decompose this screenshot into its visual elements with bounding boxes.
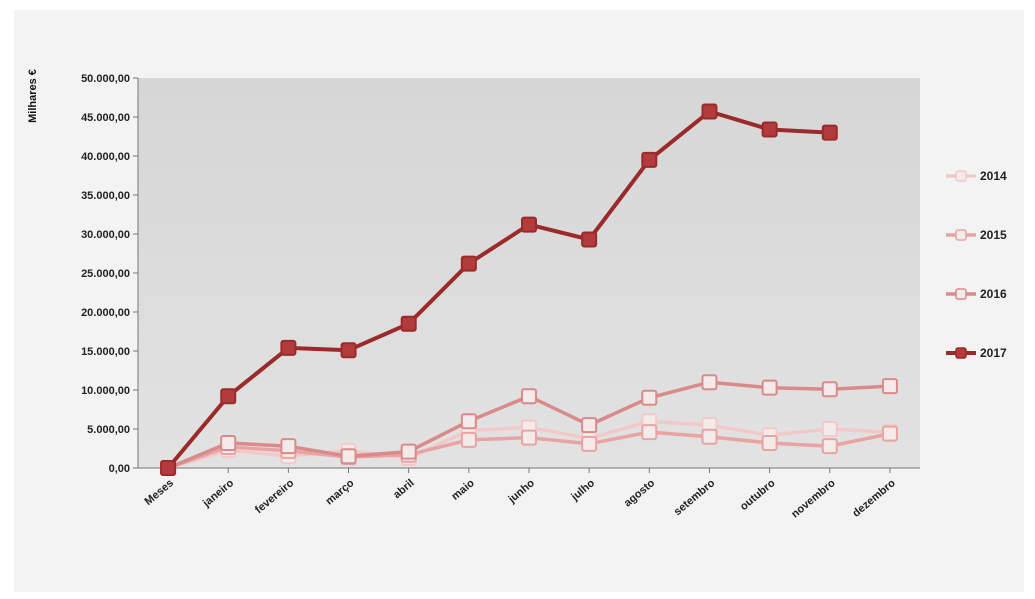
data-point-marker: [701, 428, 718, 445]
data-point-marker: [821, 438, 838, 455]
y-tick-label: 50.000,00: [81, 73, 130, 85]
data-point-marker: [821, 421, 838, 437]
data-point-marker: [340, 448, 357, 465]
legend-item-2015: 2015: [946, 228, 1007, 242]
x-tick-label: outubro: [738, 477, 778, 513]
data-point-marker: [400, 443, 417, 460]
series-layer: [160, 103, 898, 476]
data-point-marker: [641, 389, 658, 406]
x-tick-label: Meses: [143, 477, 176, 508]
legend-label: 2014: [980, 169, 1007, 183]
data-point-marker: [761, 379, 778, 396]
data-point-marker: [821, 381, 838, 398]
y-tick-label: 5.000,00: [87, 424, 130, 436]
series-2017: [160, 103, 838, 476]
legend-item-2014: 2014: [946, 169, 1007, 183]
x-tick-label: novembro: [789, 477, 838, 521]
x-tick-label: junho: [506, 477, 538, 506]
data-point-marker: [701, 103, 718, 120]
data-point-marker: [280, 438, 297, 455]
data-point-marker: [581, 417, 598, 434]
y-tick-label: 30.000,00: [81, 229, 130, 241]
y-tick-label: 45.000,00: [81, 112, 130, 124]
data-point-marker: [521, 388, 537, 405]
data-point-marker: [881, 378, 898, 395]
x-tick-label: abril: [391, 477, 417, 501]
y-axis-title: Milhares €: [27, 69, 39, 123]
x-tick-label: maio: [449, 477, 477, 503]
y-tick-label: 15.000,00: [81, 346, 130, 358]
data-point-marker: [460, 255, 477, 272]
legend: 2014 2015 2016 2017: [946, 169, 1007, 360]
data-point-marker: [641, 424, 658, 441]
data-point-marker: [821, 124, 838, 141]
data-point-marker: [761, 121, 778, 138]
x-axis-ticks: Meses janeiro fevereiro março abril maio junho…: [143, 468, 898, 521]
legend-swatch-marker: [955, 347, 967, 359]
y-tick-label: 0,00: [109, 463, 130, 475]
legend-label: 2017: [980, 346, 1007, 360]
legend-item-2017: 2017: [946, 346, 1007, 360]
data-point-marker: [521, 216, 537, 233]
data-point-marker: [400, 315, 417, 332]
data-point-marker: [340, 342, 357, 359]
x-tick-label: setembro: [672, 477, 718, 518]
x-tick-label: janeiro: [200, 477, 236, 510]
y-tick-label: 25.000,00: [81, 268, 130, 280]
data-point-marker: [280, 339, 297, 356]
legend-swatch-marker: [955, 288, 967, 300]
x-tick-label: dezembro: [850, 477, 898, 520]
data-point-marker: [581, 231, 598, 248]
legend-item-2016: 2016: [946, 287, 1007, 301]
plot-area: [138, 78, 920, 468]
y-tick-label: 20.000,00: [81, 307, 130, 319]
series-2016: [160, 374, 898, 476]
data-point-marker: [581, 435, 598, 452]
y-axis-ticks: 0,00 5.000,00 10.000,00 15.000,00 20.000,00 2…: [81, 73, 138, 475]
y-tick-label: 40.000,00: [81, 151, 130, 163]
y-tick-label: 35.000,00: [81, 190, 130, 202]
data-point-marker: [460, 431, 477, 448]
chart-area: Milhares € 0,00 5.000,00 10.000,00 15.000,0…: [14, 10, 1024, 592]
line-chart: Milhares € 0,00 5.000,00 10.000,00 15.000,0…: [27, 69, 1007, 521]
series-line: [166, 109, 830, 470]
x-tick-label: fevereiro: [253, 477, 297, 516]
data-point-marker: [220, 388, 237, 405]
legend-label: 2015: [980, 228, 1007, 242]
data-point-marker: [641, 151, 658, 168]
legend-swatch-marker: [955, 229, 967, 241]
data-point-marker: [761, 435, 778, 452]
legend-label: 2016: [980, 287, 1007, 301]
data-point-marker: [160, 460, 177, 476]
data-point-marker: [460, 413, 477, 430]
legend-swatch-marker: [955, 170, 967, 182]
data-point-marker: [220, 435, 237, 452]
x-tick-label: julho: [568, 477, 597, 504]
x-tick-label: março: [323, 477, 356, 508]
data-point-marker: [521, 429, 537, 446]
x-tick-label: agosto: [622, 477, 658, 510]
data-point-marker: [701, 374, 718, 391]
y-tick-label: 10.000,00: [81, 385, 130, 397]
data-point-marker: [881, 425, 898, 442]
